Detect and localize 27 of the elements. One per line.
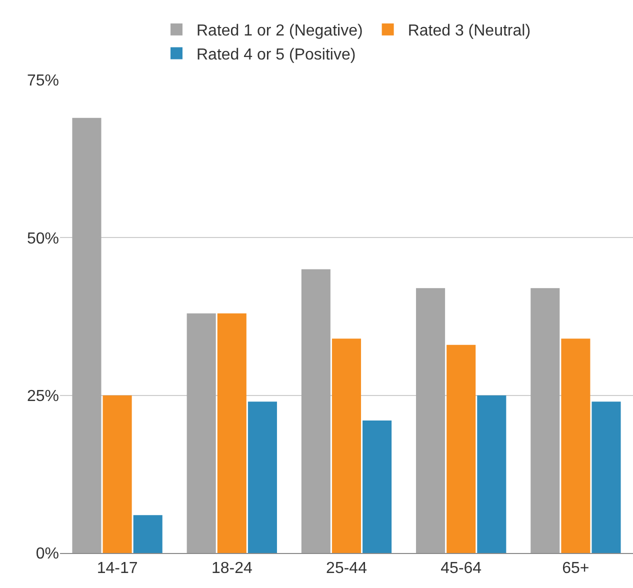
bar (133, 515, 162, 553)
bar (362, 420, 392, 553)
y-tick-label: 25% (26, 388, 59, 405)
y-tick-label: 75% (26, 72, 59, 90)
bar (477, 395, 506, 553)
bar (102, 395, 132, 553)
bar (332, 338, 362, 553)
y-tick-label: 50% (26, 230, 59, 248)
bar (248, 402, 277, 553)
y-tick-label: 0% (36, 546, 59, 563)
legend-label: Rated 4 or 5 (Positive) (196, 46, 356, 64)
bar (301, 269, 330, 553)
legend-label: Rated 1 or 2 (Negative) (196, 22, 363, 40)
bar (561, 338, 590, 553)
legend-label: Rated 3 (Neutral) (408, 22, 531, 40)
x-tick-label: 65+ (562, 560, 590, 578)
bar (592, 402, 621, 553)
bar (186, 313, 216, 553)
bar (446, 344, 476, 553)
bar (416, 288, 446, 553)
bar (72, 118, 102, 553)
x-tick-label: 18-24 (211, 560, 252, 578)
x-tick-label: 45-64 (440, 560, 482, 578)
x-tick-label: 25-44 (326, 560, 368, 578)
bar (530, 288, 560, 553)
bar (217, 313, 246, 553)
x-tick-label: 14-17 (96, 560, 138, 578)
